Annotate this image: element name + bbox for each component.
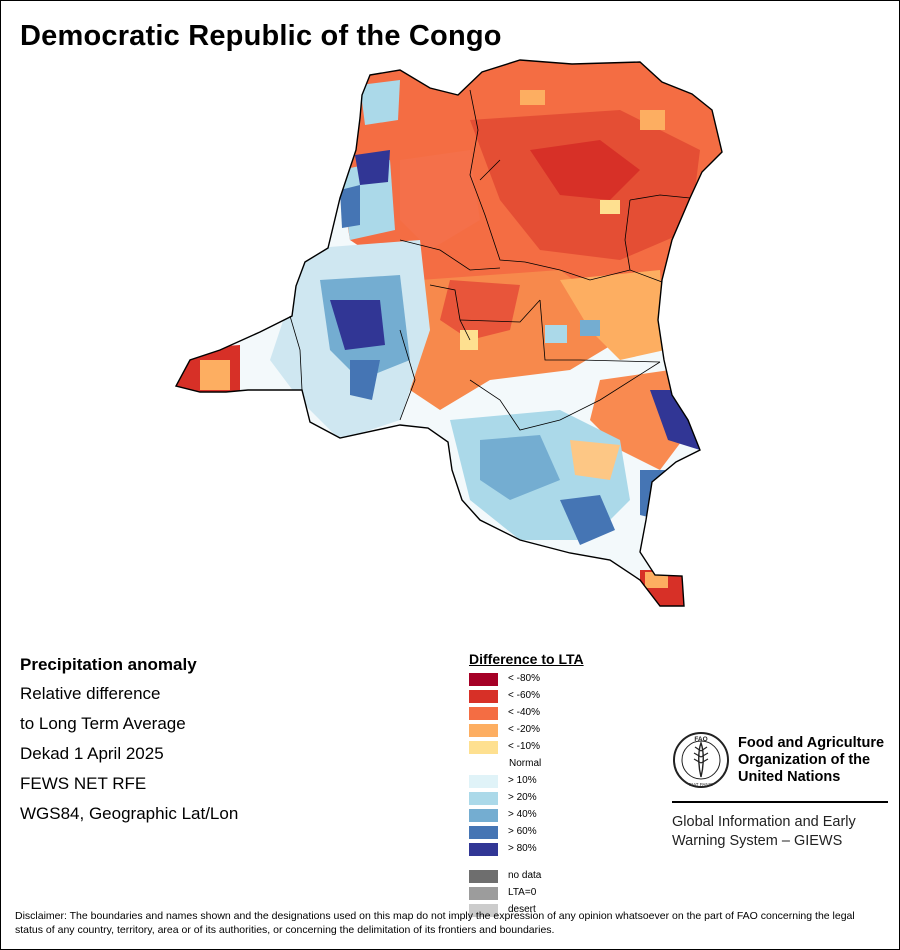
legend-swatch <box>469 741 498 754</box>
precipitation-anomaly-map <box>175 59 723 607</box>
legend-items: < -80% < -60% < -40% < -20% < -10% Normal > 10… <box>469 671 584 858</box>
legend-extra-items: no data LTA=0 desert <box>469 868 584 919</box>
map-legend: Difference to LTA < -80% < -60% < -40% < -2… <box>469 651 584 919</box>
legend-label: > 10% <box>508 775 537 786</box>
map-info: Precipitation anomaly Relative differenc… <box>20 655 238 834</box>
legend-title: Difference to LTA <box>469 651 584 667</box>
fao-name-line: Organization of the <box>738 752 871 768</box>
legend-swatch <box>469 690 498 703</box>
legend-item: > 10% <box>469 773 584 790</box>
legend-label: Normal <box>509 758 542 769</box>
fao-logo-text: FAO <box>694 736 707 743</box>
legend-label: no data <box>508 870 542 881</box>
legend-swatch <box>469 707 498 720</box>
legend-swatch <box>469 792 498 805</box>
legend-label: desert <box>508 904 536 915</box>
anomaly-raster <box>176 60 722 606</box>
legend-swatch <box>469 826 498 839</box>
disclaimer: Disclaimer: The boundaries and names sho… <box>15 910 855 936</box>
legend-swatch <box>469 904 498 917</box>
legend-item: > 60% <box>469 824 584 841</box>
legend-label: < -80% <box>508 673 540 684</box>
fao-name: Food and Agriculture Organization of the… <box>738 735 884 786</box>
legend-item: > 80% <box>469 841 584 858</box>
legend-item: < -80% <box>469 671 584 688</box>
legend-swatch <box>469 843 498 856</box>
info-line: Dekad 1 April 2025 <box>20 744 164 763</box>
fao-name-line: United Nations <box>738 769 841 785</box>
giews-name: Global Information and Early Warning Sys… <box>672 813 856 851</box>
legend-label: < -20% <box>508 724 540 735</box>
legend-label: > 80% <box>508 843 537 854</box>
info-line: WGS84, Geographic Lat/Lon <box>20 804 239 823</box>
fao-logo-motto: FIAT PANIS <box>689 782 713 787</box>
legend-item: < -20% <box>469 722 584 739</box>
legend-item: no data <box>469 868 584 885</box>
legend-label: < -40% <box>508 707 540 718</box>
legend-item: < -60% <box>469 688 584 705</box>
legend-swatch <box>469 775 498 788</box>
legend-item: < -10% <box>469 739 584 756</box>
legend-swatch <box>469 758 498 771</box>
legend-label: < -60% <box>508 690 540 701</box>
legend-item: > 40% <box>469 807 584 824</box>
legend-swatch <box>469 724 498 737</box>
legend-label: LTA=0 <box>508 887 537 898</box>
info-line: to Long Term Average <box>20 714 186 733</box>
legend-swatch <box>469 673 498 686</box>
legend-swatch <box>469 870 498 883</box>
info-heading: Precipitation anomaly <box>20 655 197 674</box>
fao-divider <box>672 801 888 803</box>
legend-label: > 60% <box>508 826 537 837</box>
info-line: Relative difference <box>20 684 161 703</box>
legend-label: < -10% <box>508 741 540 752</box>
fao-logo-icon: FAO FIAT PANIS <box>673 732 729 788</box>
fao-name-line: Food and Agriculture <box>738 735 885 751</box>
legend-swatch <box>469 809 498 822</box>
map-title: Democratic Republic of the Congo <box>20 20 502 52</box>
legend-item: desert <box>469 902 584 919</box>
legend-item: > 20% <box>469 790 584 807</box>
legend-label: > 20% <box>508 792 537 803</box>
legend-swatch <box>469 887 498 900</box>
legend-item: < -40% <box>469 705 584 722</box>
info-line: FEWS NET RFE <box>20 774 147 793</box>
giews-line: Global Information and Early <box>672 814 856 830</box>
legend-label: > 40% <box>508 809 537 820</box>
legend-item: LTA=0 <box>469 885 584 902</box>
legend-item: Normal <box>469 756 584 773</box>
giews-line: Warning System – GIEWS <box>672 833 843 849</box>
province-boundaries <box>289 89 691 431</box>
